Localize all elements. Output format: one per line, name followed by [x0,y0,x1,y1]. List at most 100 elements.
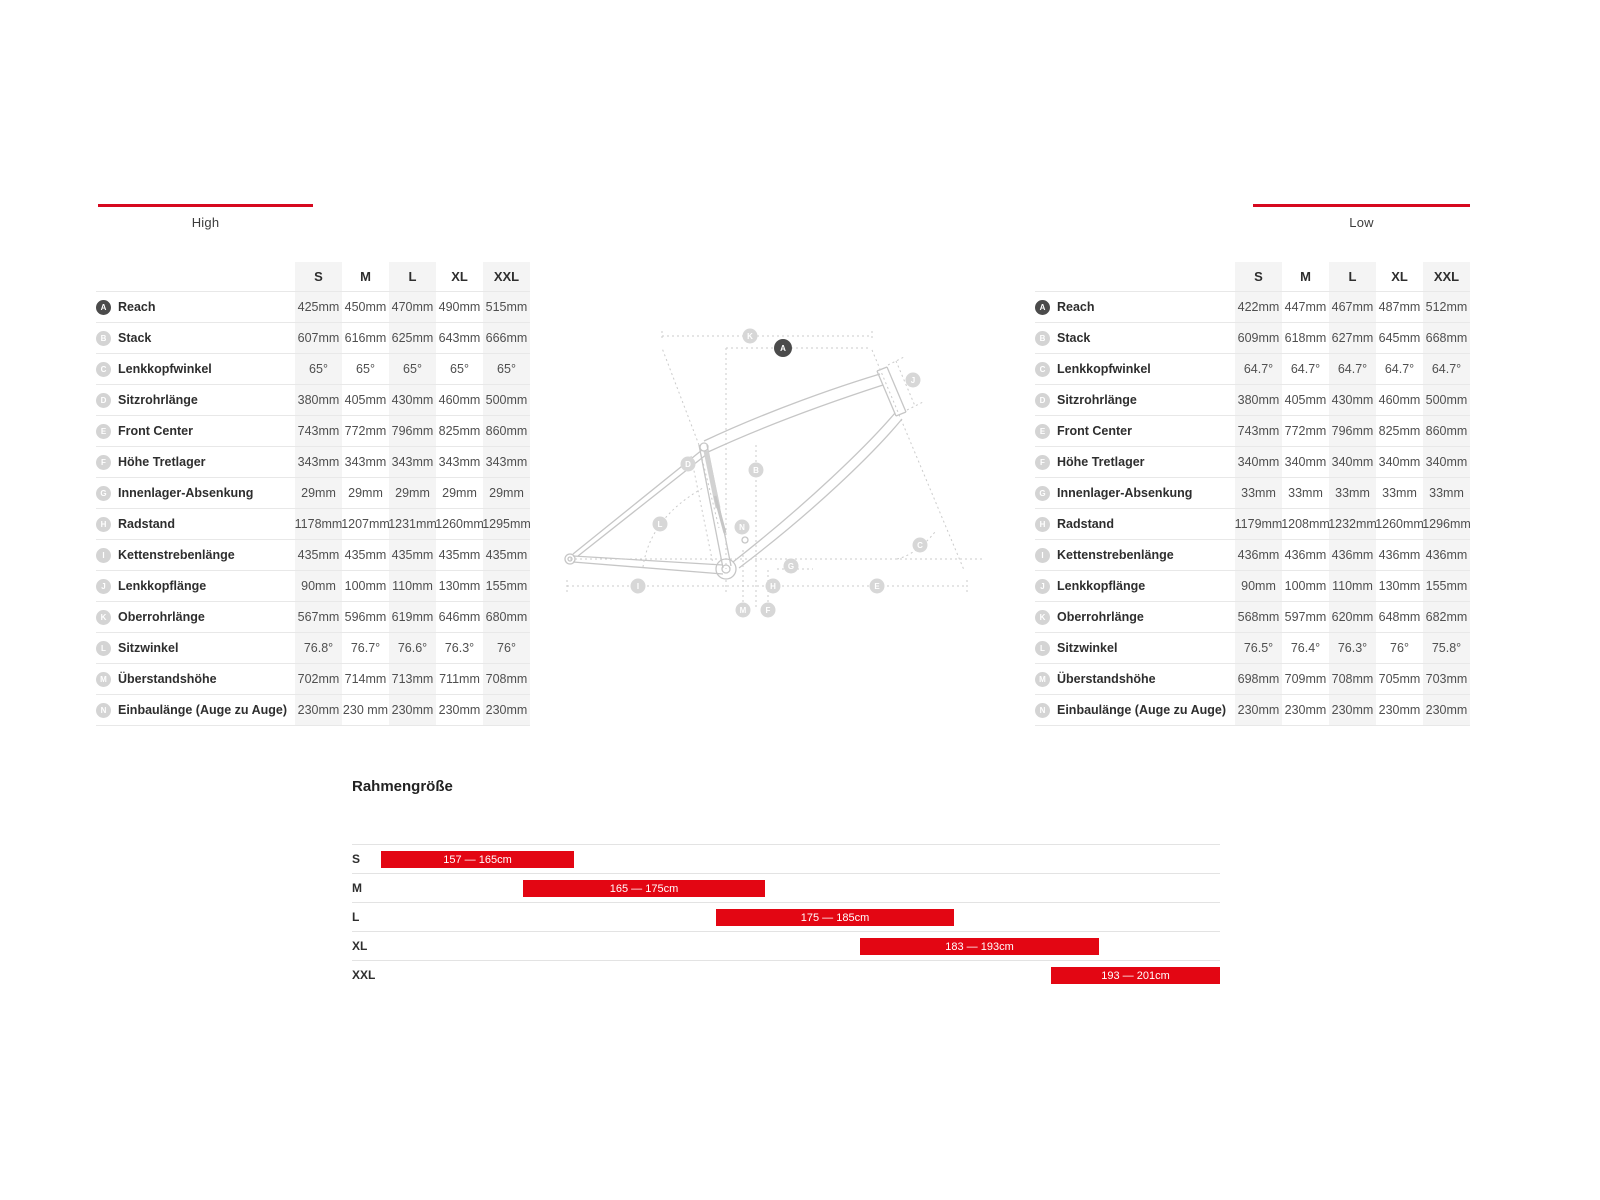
value-cell: 110mm [389,571,436,601]
value-cell: 436mm [1423,540,1470,570]
value-cell: 230mm [295,695,342,725]
value-cell: 607mm [295,323,342,353]
row-label: B Stack [96,323,295,353]
row-label-text: Oberrohrlänge [118,610,205,624]
row-label: M Überstandshöhe [1035,664,1235,694]
table-row-m: M Überstandshöhe 702mm 714mm 713mm 711mm 708mm [96,664,530,695]
size-row-l: L 175 — 185cm [352,902,1220,931]
diagram-badge-j [905,372,921,388]
diagram-measure-badges: A B C D E F G H I J K L M N [630,328,928,618]
row-label: G Innenlager-Absenkung [1035,478,1235,508]
value-cell: 76° [1390,641,1409,655]
value-cell: 825mm [438,424,481,438]
column-header-l: L [1329,262,1376,291]
table-row-d: D Sitzrohrlänge 380mm 405mm 430mm 460mm 500mm [96,385,530,416]
tab-low-label: Low [1349,215,1374,230]
value-cell: 340mm [1378,455,1421,469]
row-label: J Lenkkopflänge [1035,571,1235,601]
value-cell: 110mm [1329,571,1376,601]
row-letter-badge: L [1035,640,1050,656]
value-cell: 487mm [1378,300,1421,314]
row-letter-badge: N [1035,702,1050,718]
value-cell: 708mm [483,664,530,694]
tab-high[interactable]: High [96,196,530,262]
value-cell: 796mm [1329,416,1376,446]
row-label: N Einbaulänge (Auge zu Auge) [96,695,295,725]
value-cell: 430mm [389,385,436,415]
table-row-g: G Innenlager-Absenkung 33mm 33mm 33mm 33mm 33m… [1035,478,1470,509]
value-cell: 76° [483,633,530,663]
table-row-c: C Lenkkopfwinkel 64.7° 64.7° 64.7° 64.7° 64.7° [1035,354,1470,385]
value-cell: 29mm [348,486,383,500]
row-label: G Innenlager-Absenkung [96,478,295,508]
value-cell: 1232mm [1328,509,1377,539]
column-header-m: M [1300,269,1311,284]
value-cell: 467mm [1329,292,1376,322]
table-row-l: L Sitzwinkel 76.5° 76.4° 76.3° 76° 75.8° [1035,633,1470,664]
tab-low[interactable]: Low [1035,196,1470,262]
value-cell: 405mm [344,393,387,407]
row-letter-badge: B [96,330,111,346]
value-cell: 436mm [1235,540,1282,570]
tab-high-underline [98,204,313,207]
value-cell: 33mm [1288,486,1323,500]
value-cell: 76.7° [350,641,381,655]
table-row-e: E Front Center 743mm 772mm 796mm 825mm 860mm [96,416,530,447]
value-cell: 343mm [389,447,436,477]
size-chart-rows: S 157 — 165cm M 165 — 175cm L 175 — 185cm XL 18… [352,844,1220,989]
diagram-badge-letter: D [685,460,691,469]
value-cell: 515mm [483,292,530,322]
row-label-text: Sitzrohrlänge [118,393,198,407]
value-cell: 470mm [389,292,436,322]
value-cell: 90mm [1235,571,1282,601]
value-cell: 643mm [438,331,481,345]
value-cell: 711mm [439,672,480,686]
table-row-k: K Oberrohrlänge 568mm 597mm 620mm 648mm 682mm [1035,602,1470,633]
row-label-text: Einbaulänge (Auge zu Auge) [118,703,287,717]
diagram-badge-b [748,462,764,478]
row-label: M Überstandshöhe [96,664,295,694]
diagram-badge-letter: K [747,332,753,341]
row-label-text: Innenlager-Absenkung [118,486,254,500]
row-label: H Radstand [1035,509,1235,539]
value-cell: 130mm [438,579,481,593]
size-label: L [352,910,360,924]
row-label: D Sitzrohrlänge [96,385,295,415]
value-cell: 230mm [1235,695,1282,725]
row-letter-badge: N [96,702,111,718]
diagram-badge-d [680,456,696,472]
diagram-badge-letter: I [637,582,639,591]
row-letter-badge: C [1035,361,1050,377]
row-label-text: Innenlager-Absenkung [1057,486,1193,500]
row-letter-badge: F [1035,454,1050,470]
value-cell: 772mm [1284,424,1327,438]
value-cell: 1231mm [388,509,437,539]
table-row-l: L Sitzwinkel 76.8° 76.7° 76.6° 76.3° 76° [96,633,530,664]
diagram-badge-letter: G [788,562,794,571]
frame-outline [564,366,907,580]
row-label: L Sitzwinkel [1035,633,1235,663]
table-row-i: I Kettenstrebenlänge 435mm 435mm 435mm 435mm 4… [96,540,530,571]
table-row-a: A Reach 422mm 447mm 467mm 487mm 512mm [1035,292,1470,323]
diagram-badge-k [742,328,758,344]
value-cell: 616mm [344,331,387,345]
value-cell: 230mm [483,695,530,725]
value-cell: 435mm [438,548,481,562]
row-label-text: Lenkkopflänge [1057,579,1146,593]
value-cell: 29mm [483,478,530,508]
row-letter-badge: M [96,671,111,687]
value-cell: 155mm [1423,571,1470,601]
row-label: F Höhe Tretlager [96,447,295,477]
diagram-badge-letter: B [753,466,759,475]
row-label: L Sitzwinkel [96,633,295,663]
value-cell: 76.5° [1235,633,1282,663]
column-header-xl: XL [451,269,468,284]
geometry-table-low: S M L XL XXL A Reach 422mm 447mm 467mm 487mm 512mm B… [1035,262,1471,726]
column-header-m: M [360,269,371,284]
value-cell: 76.6° [389,633,436,663]
row-label-text: Reach [118,300,156,314]
row-label: E Front Center [1035,416,1235,446]
value-cell: 460mm [1378,393,1421,407]
tab-low-underline [1253,204,1470,207]
value-cell: 343mm [483,447,530,477]
